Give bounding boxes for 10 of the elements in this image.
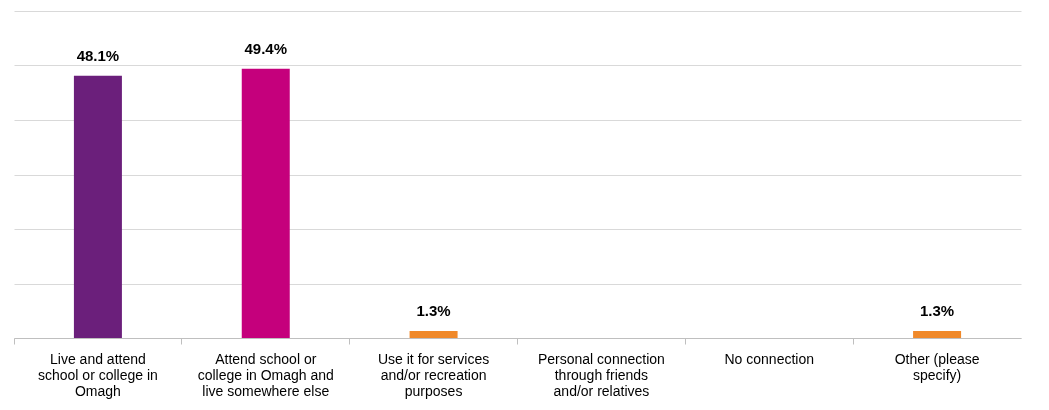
x-tick-label: Personal connection through friends and/or relatives bbox=[537, 350, 665, 399]
x-tick-label: Use it for services and/or recreation purposes bbox=[377, 350, 490, 399]
x-tick-label: Other (please specify) bbox=[894, 350, 980, 383]
x-tick-label: Attend school or college in Omagh and live somewhere else bbox=[197, 350, 334, 399]
x-tick-label: No connection bbox=[724, 350, 815, 367]
data-label: 48.1% bbox=[76, 46, 120, 64]
data-label: 1.3% bbox=[919, 301, 955, 319]
data-label: 49.4% bbox=[244, 39, 288, 57]
data-label: 1.3% bbox=[416, 301, 451, 319]
x-tick-label: Live and attend school or college in Omagh bbox=[37, 350, 158, 399]
